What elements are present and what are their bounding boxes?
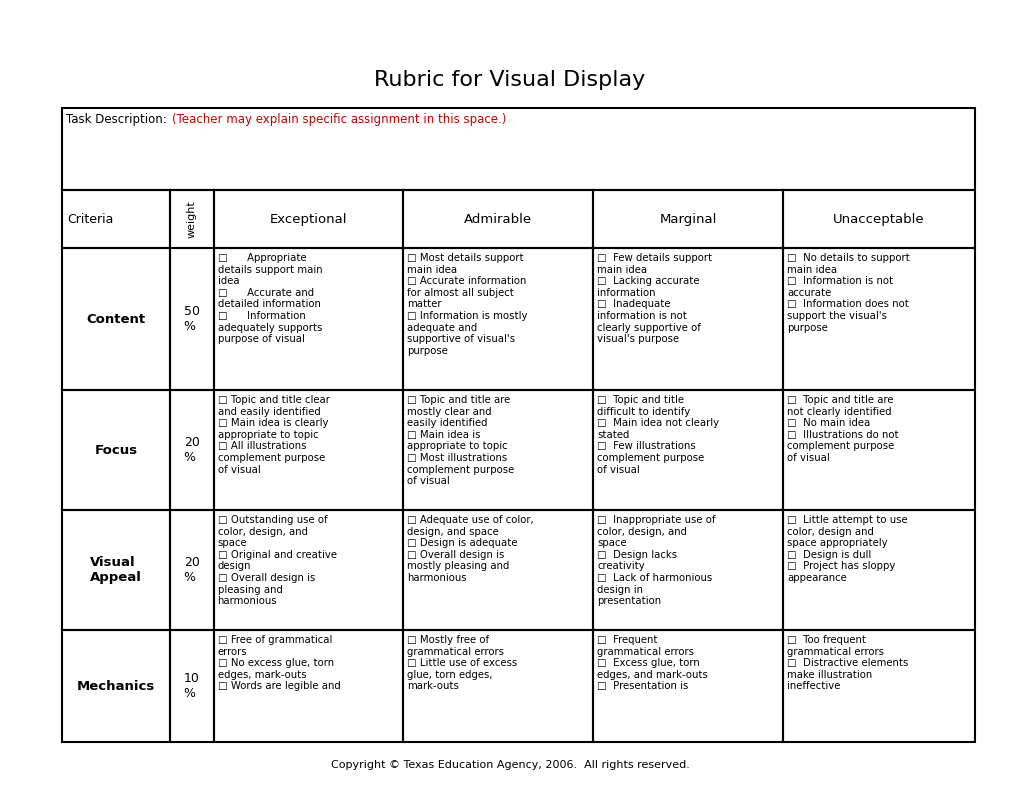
Bar: [169, 248, 213, 390]
Bar: [593, 248, 783, 390]
Bar: [593, 510, 783, 630]
Text: Marginal: Marginal: [659, 213, 716, 225]
Text: □ Topic and title are
mostly clear and
easily identified
□ Main idea is
appropri: □ Topic and title are mostly clear and e…: [407, 395, 515, 486]
Bar: [404, 248, 593, 390]
Bar: [783, 510, 974, 630]
Bar: [62, 248, 169, 390]
Text: Criteria: Criteria: [67, 213, 113, 225]
Bar: [62, 630, 169, 742]
Text: Content: Content: [87, 313, 146, 325]
Text: □  Few details support
main idea
□  Lacking accurate
information
□  Inadequate
i: □ Few details support main idea □ Lackin…: [597, 253, 712, 344]
Text: Unacceptable: Unacceptable: [833, 213, 924, 225]
Bar: [593, 190, 783, 248]
Bar: [62, 510, 169, 630]
Text: 20
%: 20 %: [183, 556, 200, 584]
Bar: [404, 510, 593, 630]
Text: □  Frequent
grammatical errors
□  Excess glue, torn
edges, and mark-outs
□  Pres: □ Frequent grammatical errors □ Excess g…: [597, 635, 707, 691]
Text: □      Appropriate
details support main
idea
□      Accurate and
detailed inform: □ Appropriate details support main idea …: [217, 253, 322, 344]
Bar: [783, 630, 974, 742]
Text: □  No details to support
main idea
□  Information is not
accurate
□  Information: □ No details to support main idea □ Info…: [787, 253, 909, 333]
Text: □  Too frequent
grammatical errors
□  Distractive elements
make illustration
ine: □ Too frequent grammatical errors □ Dist…: [787, 635, 908, 691]
Bar: [169, 510, 213, 630]
Text: Copyright © Texas Education Agency, 2006.  All rights reserved.: Copyright © Texas Education Agency, 2006…: [330, 760, 689, 770]
Text: 10
%: 10 %: [183, 672, 200, 700]
Text: □ Outstanding use of
color, design, and
space
□ Original and creative
design
□ O: □ Outstanding use of color, design, and …: [217, 515, 336, 606]
Bar: [404, 630, 593, 742]
Bar: [404, 190, 593, 248]
Text: Admirable: Admirable: [464, 213, 532, 225]
Bar: [169, 190, 213, 248]
Text: □ Most details support
main idea
□ Accurate information
for almost all subject
m: □ Most details support main idea □ Accur…: [407, 253, 528, 356]
Text: Exceptional: Exceptional: [269, 213, 346, 225]
Bar: [213, 630, 404, 742]
Text: Focus: Focus: [94, 444, 138, 456]
Bar: [783, 248, 974, 390]
Bar: [62, 190, 169, 248]
Bar: [213, 390, 404, 510]
Bar: [783, 190, 974, 248]
Bar: [213, 510, 404, 630]
Text: (Teacher may explain specific assignment in this space.): (Teacher may explain specific assignment…: [172, 113, 505, 126]
Bar: [213, 190, 404, 248]
Bar: [169, 630, 213, 742]
Bar: [213, 248, 404, 390]
Text: Task Description:: Task Description:: [66, 113, 166, 126]
Text: weight: weight: [186, 200, 197, 238]
Bar: [62, 108, 974, 190]
Text: Mechanics: Mechanics: [76, 679, 155, 693]
Bar: [62, 390, 169, 510]
Text: □  Inappropriate use of
color, design, and
space
□  Design lacks
creativity
□  L: □ Inappropriate use of color, design, an…: [597, 515, 715, 606]
Text: 50
%: 50 %: [183, 305, 200, 333]
Bar: [169, 390, 213, 510]
Bar: [593, 390, 783, 510]
Bar: [783, 390, 974, 510]
Text: □  Topic and title are
not clearly identified
□  No main idea
□  Illustrations d: □ Topic and title are not clearly identi…: [787, 395, 898, 463]
Text: □ Topic and title clear
and easily identified
□ Main idea is clearly
appropriate: □ Topic and title clear and easily ident…: [217, 395, 329, 474]
Text: Visual
Appeal: Visual Appeal: [90, 556, 142, 584]
Bar: [404, 390, 593, 510]
Text: □  Topic and title
difficult to identify
□  Main idea not clearly
stated
□  Few : □ Topic and title difficult to identify …: [597, 395, 718, 474]
Text: 20
%: 20 %: [183, 436, 200, 464]
Text: □ Free of grammatical
errors
□ No excess glue, torn
edges, mark-outs
□ Words are: □ Free of grammatical errors □ No excess…: [217, 635, 340, 691]
Text: □ Mostly free of
grammatical errors
□ Little use of excess
glue, torn edges,
mar: □ Mostly free of grammatical errors □ Li…: [407, 635, 518, 691]
Text: Rubric for Visual Display: Rubric for Visual Display: [374, 70, 645, 90]
Bar: [593, 630, 783, 742]
Text: □  Little attempt to use
color, design and
space appropriately
□  Design is dull: □ Little attempt to use color, design an…: [787, 515, 907, 583]
Text: □ Adequate use of color,
design, and space
□ Design is adequate
□ Overall design: □ Adequate use of color, design, and spa…: [407, 515, 534, 583]
